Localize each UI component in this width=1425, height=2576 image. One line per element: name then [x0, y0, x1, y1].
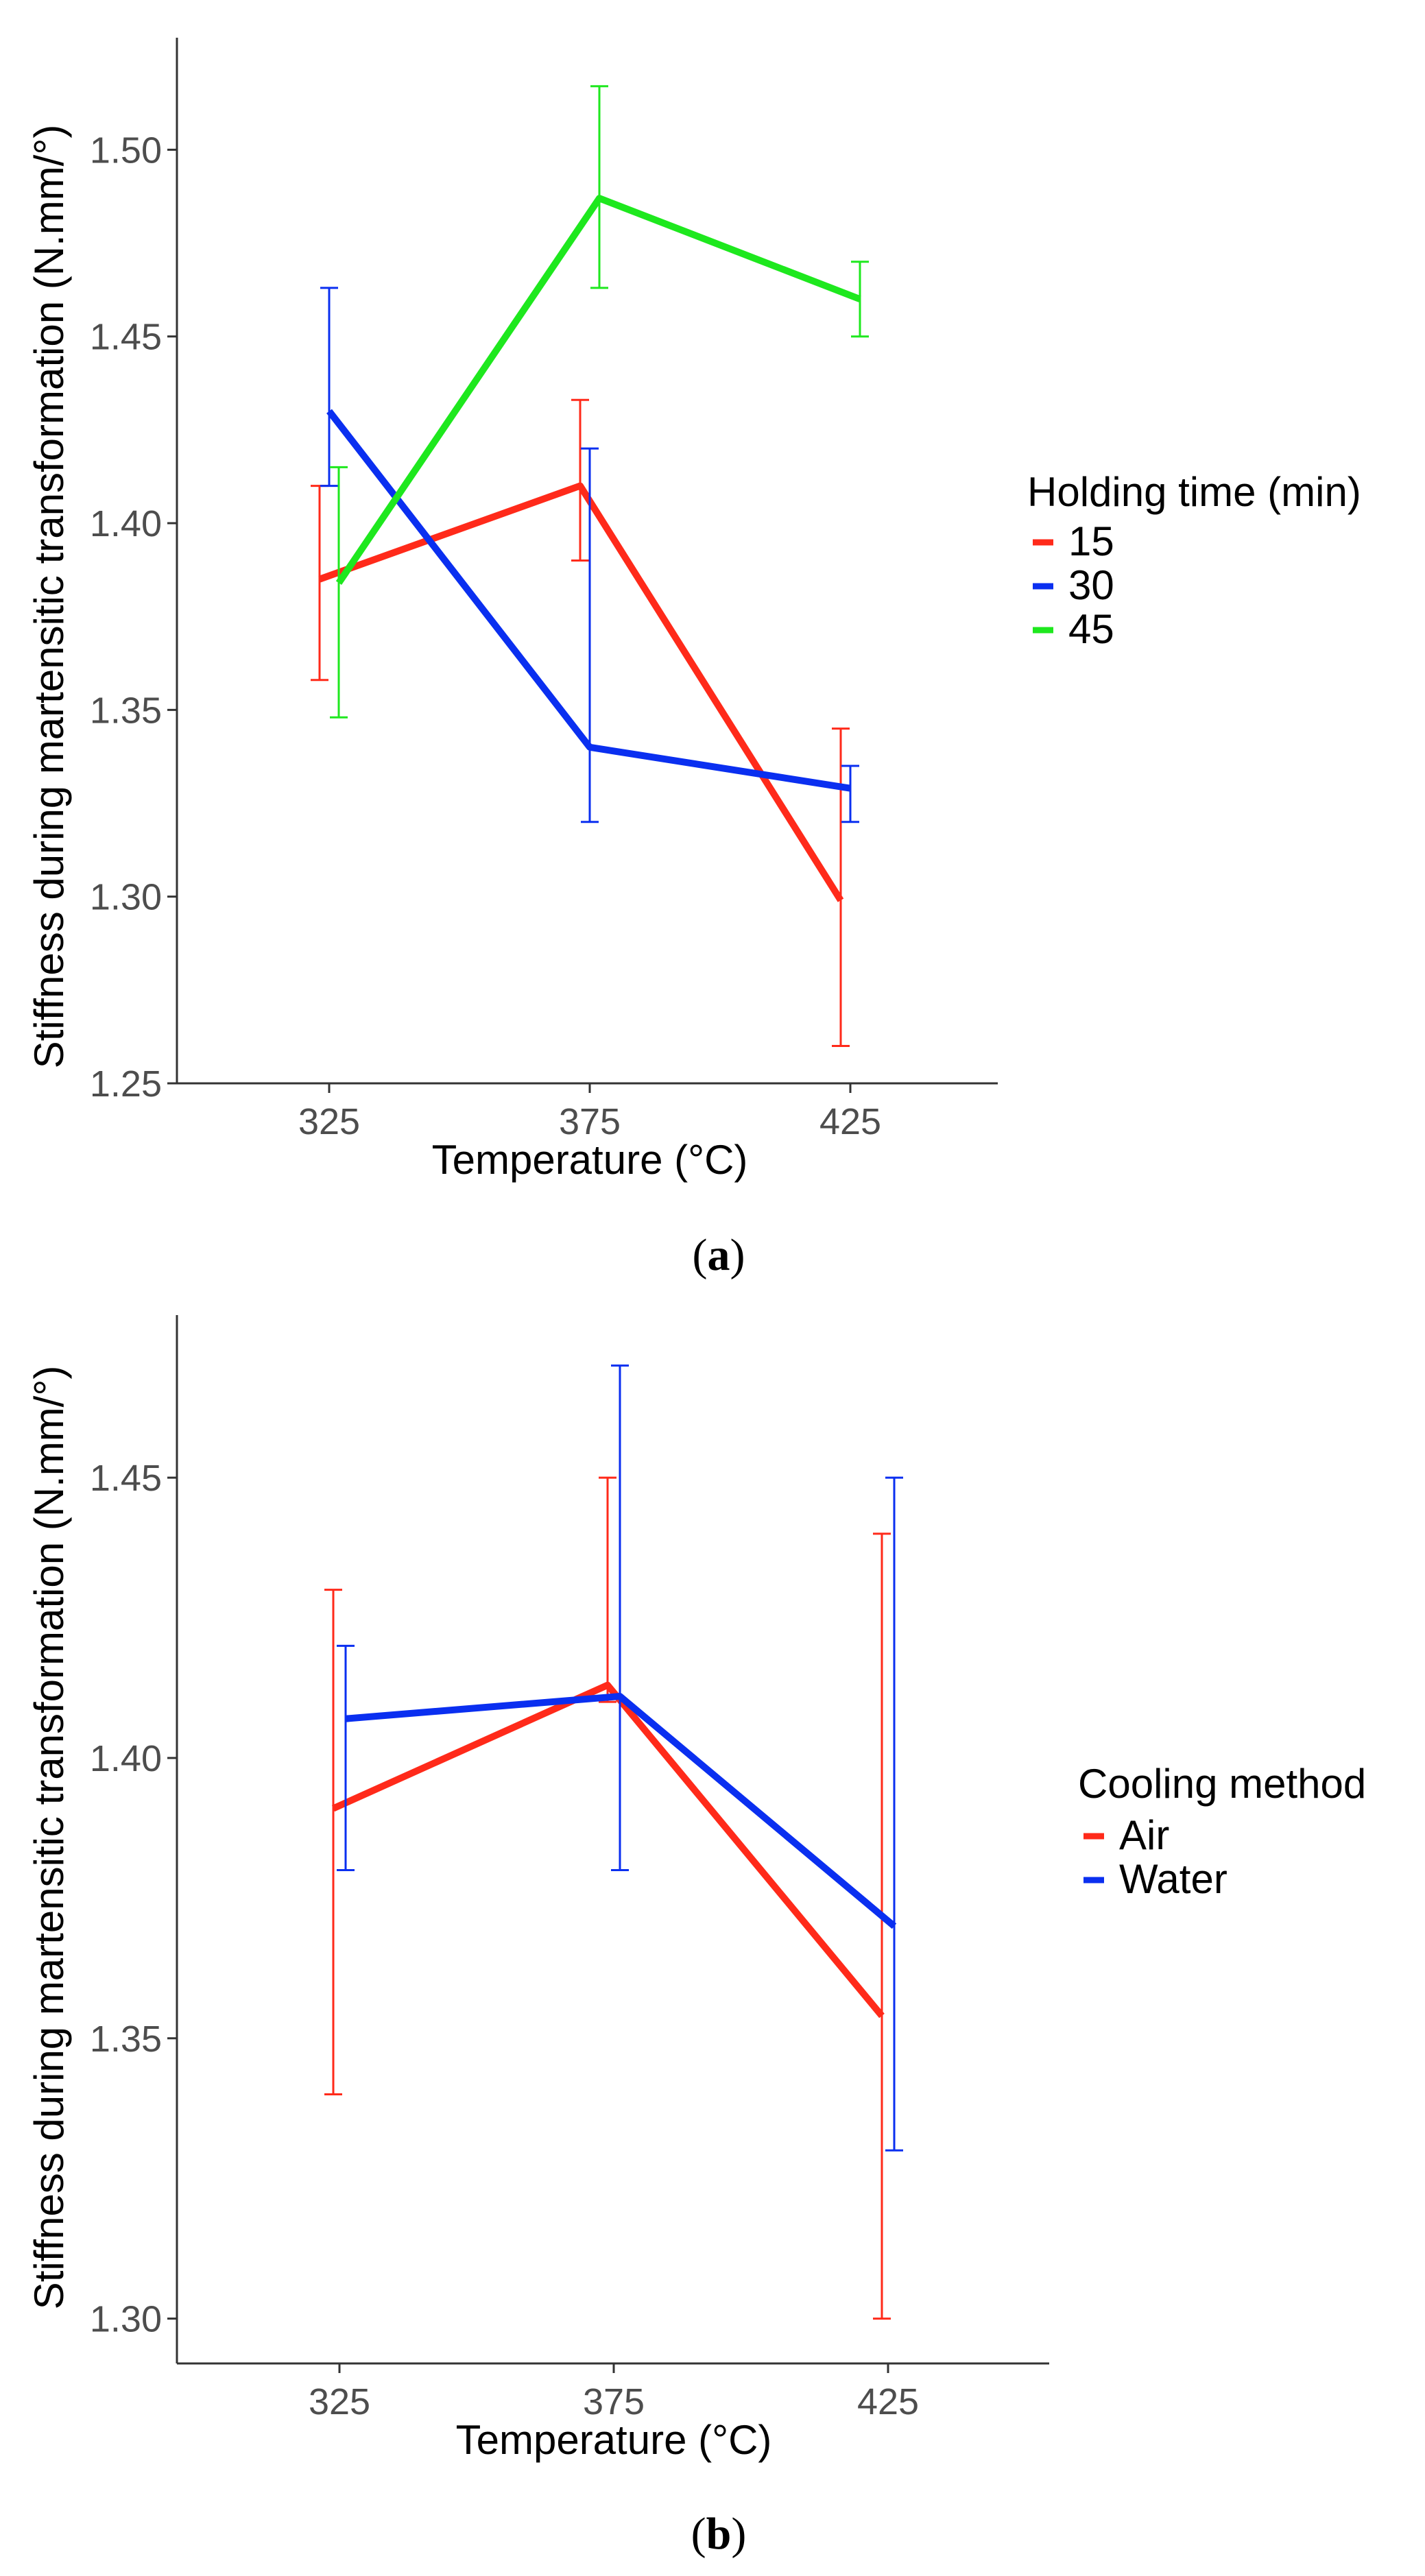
panel-a-x-tick-label: 375: [559, 1101, 621, 1142]
panel-a-legend-label: 30: [1068, 562, 1114, 608]
panel-a-error-bar: [311, 485, 328, 682]
panel-b-series-line: [345, 1693, 897, 1929]
panel-b-x-tick-label: 325: [309, 2381, 370, 2422]
panel-a-error-bar: [590, 85, 608, 289]
panel-a-caption-letter: a: [708, 1230, 730, 1280]
panel-a-legend-label: 45: [1068, 606, 1114, 652]
panel-a-y-tick-label: 1.35: [90, 690, 162, 731]
panel-b-error-bar: [885, 1476, 903, 2152]
panel-b-caption: (b): [691, 2509, 747, 2559]
panel-b-y-axis-title: Stiffness during martensitic transformat…: [26, 1366, 72, 2310]
panel-b-series-water: [337, 1364, 903, 2152]
panel-a-y-axis-title: Stiffness during martensitic transformat…: [26, 125, 72, 1069]
panel-a-y-tick-label: 1.50: [90, 130, 162, 171]
panel-b-caption-letter: b: [706, 2509, 732, 2559]
panel-a-x-axis-title: Temperature (°C): [432, 1137, 748, 1183]
panel-b-error-bar: [611, 1364, 629, 1871]
panel-a-series-line: [326, 409, 851, 792]
panel-a-series-45: [330, 85, 869, 719]
panel-a-series-line: [318, 482, 844, 902]
panel-b-series-line: [331, 1681, 885, 2019]
panel-b-y-ticks: 1.30 1.35 1.40 1.45: [90, 1458, 177, 2340]
panel-b-y-tick-label: 1.45: [90, 1458, 162, 1499]
panel-a-x-ticks: 325 375 425: [298, 1083, 881, 1142]
panel-b-x-tick-label: 425: [857, 2381, 919, 2422]
panel-b-error-bar: [337, 1644, 355, 1871]
panel-b-error-bar: [599, 1476, 616, 1703]
panel-a-error-bar: [841, 765, 859, 823]
panel-a-series-15: [311, 398, 850, 1048]
panel-a-y-ticks: 1.25 1.30 1.35 1.40 1.45 1.50: [90, 130, 177, 1105]
panel-b-series-air: [324, 1476, 891, 2320]
panel-a-error-bar: [330, 466, 348, 719]
panel-a: 1.25 1.30 1.35 1.40 1.45 1.50 325 375 425 Tempe…: [26, 38, 1361, 1280]
panel-b-legend-label: Air: [1119, 1812, 1169, 1858]
panel-a-y-tick-label: 1.30: [90, 877, 162, 918]
panel-a-x-tick-label: 325: [298, 1101, 360, 1142]
panel-a-plot-layer: [311, 85, 869, 1048]
panel-b-legend-label: Water: [1119, 1856, 1228, 1902]
panel-a-series-line: [335, 195, 861, 585]
panel-b-plot-layer: [324, 1364, 903, 2320]
panel-b-x-ticks: 325 375 425: [309, 2363, 919, 2422]
panel-b-y-tick-label: 1.30: [90, 2299, 162, 2340]
panel-a-y-tick-label: 1.40: [90, 503, 162, 544]
panel-a-error-bar: [581, 447, 599, 823]
panel-b-legend-title: Cooling method: [1078, 1761, 1366, 1807]
panel-a-error-bar: [320, 287, 338, 487]
panel-a-series-30: [320, 287, 859, 823]
panel-a-error-bar: [832, 727, 850, 1048]
panel-b-y-tick-label: 1.35: [90, 2019, 162, 2060]
panel-a-legend-title: Holding time (min): [1027, 469, 1361, 515]
panel-a-y-tick-label: 1.25: [90, 1063, 162, 1105]
panel-a-legend-label: 15: [1068, 518, 1114, 564]
panel-b-error-bar: [324, 1589, 342, 2096]
panel-a-error-bar: [571, 398, 589, 562]
panel-a-x-tick-label: 425: [819, 1101, 881, 1142]
panel-b-y-tick-label: 1.40: [90, 1738, 162, 1779]
panel-a-y-tick-label: 1.45: [90, 317, 162, 358]
panel-a-caption: (a): [693, 1230, 745, 1280]
panel-b-x-tick-label: 375: [583, 2381, 645, 2422]
panel-b: 1.30 1.35 1.40 1.45 325 375 425 Temperature (…: [26, 1315, 1366, 2559]
panel-b-x-axis-title: Temperature (°C): [456, 2417, 772, 2463]
panel-b-error-bar: [873, 1532, 891, 2320]
